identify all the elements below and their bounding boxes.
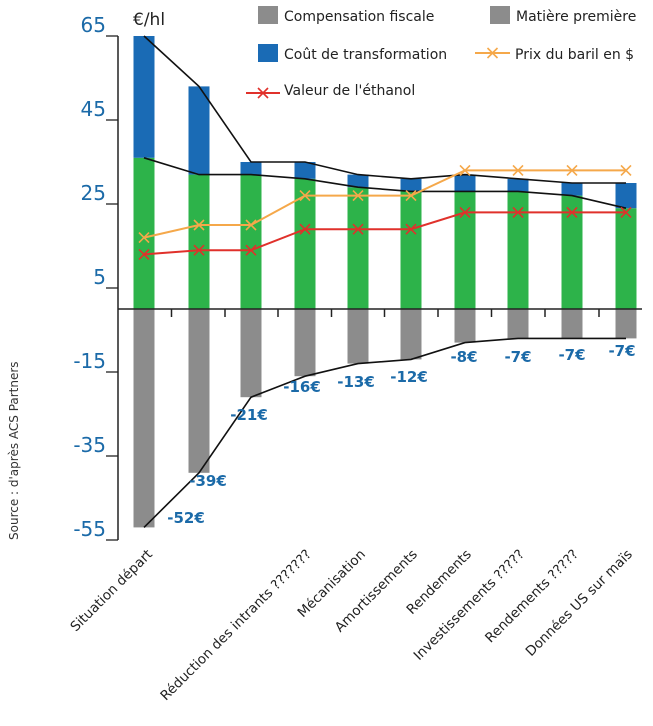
legend-marker-baril xyxy=(486,47,499,59)
data-label: -7€ xyxy=(504,348,531,366)
bar-compensation-fiscale xyxy=(240,309,262,398)
legend: Compensation fiscale Matière première Coût… xyxy=(246,6,636,99)
axes-layer: 65 45 25 5 -15 -35 -55 xyxy=(73,13,642,541)
category-label: Réduction des intrants ??????? xyxy=(157,547,314,704)
bar-matiere-premiere xyxy=(347,187,369,309)
bar-cout-transformation xyxy=(294,162,316,179)
legend-marker-ethanol xyxy=(257,87,269,99)
bar-cout-transformation xyxy=(347,174,369,188)
ethanol-point xyxy=(193,244,205,256)
bar-matiere-premiere xyxy=(240,174,262,309)
baril-point xyxy=(193,219,205,231)
data-label: -16€ xyxy=(283,378,321,396)
legend-label-matiere: Matière première xyxy=(516,9,636,25)
y-tick-label: -55 xyxy=(73,517,106,541)
bar-matiere-premiere xyxy=(133,157,155,309)
bar-compensation-fiscale xyxy=(188,309,210,473)
y-tick-label: 45 xyxy=(81,97,106,121)
bar-matiere-premiere xyxy=(507,191,529,309)
y-tick-label: 5 xyxy=(93,265,106,289)
ethanol-point xyxy=(566,206,578,218)
legend-swatch-compensation xyxy=(258,6,278,24)
data-label: -7€ xyxy=(608,342,635,360)
bar-cout-transformation xyxy=(561,183,583,196)
bars-layer xyxy=(133,36,637,528)
ethanol-point xyxy=(138,248,150,260)
ethanol-point xyxy=(405,223,417,235)
data-label: -8€ xyxy=(450,348,477,366)
y-tick-label: 25 xyxy=(81,181,106,205)
total-cost-line xyxy=(143,35,626,184)
baril-point xyxy=(352,190,364,202)
ethanol-line xyxy=(143,211,626,256)
compensation-line xyxy=(143,337,626,528)
data-label: -13€ xyxy=(337,373,375,391)
baril-point xyxy=(566,164,578,176)
bar-matiere-premiere xyxy=(615,208,637,309)
baril-line xyxy=(143,169,626,239)
data-label: -12€ xyxy=(390,368,428,386)
ethanol-point xyxy=(459,206,471,218)
bar-cout-transformation xyxy=(615,183,637,209)
ethanol-point xyxy=(620,206,632,218)
baril-point xyxy=(299,190,311,202)
bar-compensation-fiscale xyxy=(454,309,476,343)
unit-label: €/hl xyxy=(133,10,165,30)
ethanol-point xyxy=(245,244,257,256)
baril-point xyxy=(405,190,417,202)
y-tick-label: -35 xyxy=(73,433,106,457)
y-tick-label: 65 xyxy=(81,13,106,37)
bar-cout-transformation xyxy=(454,174,476,192)
bar-compensation-fiscale xyxy=(400,309,422,360)
bar-compensation-fiscale xyxy=(294,309,316,377)
bar-compensation-fiscale xyxy=(507,309,529,339)
bar-compensation-fiscale xyxy=(561,309,583,339)
bar-matiere-premiere xyxy=(188,174,210,309)
bar-cout-transformation xyxy=(507,178,529,192)
bar-matiere-premiere xyxy=(294,178,316,309)
legend-label-ethanol: Valeur de l'éthanol xyxy=(284,83,415,99)
matiere-line xyxy=(143,157,627,209)
category-label: Investissements ????? xyxy=(411,547,528,664)
bar-compensation-fiscale xyxy=(133,309,155,528)
legend-label-compensation: Compensation fiscale xyxy=(284,9,434,25)
bar-compensation-fiscale xyxy=(347,309,369,364)
category-label: Rendements ????? xyxy=(482,547,582,647)
y-tick-label: -15 xyxy=(73,349,106,373)
data-label: -52€ xyxy=(167,509,205,527)
data-label: -21€ xyxy=(230,406,268,424)
data-label: -7€ xyxy=(558,346,585,364)
bar-matiere-premiere xyxy=(400,191,422,309)
source-label: Source : d'après ACS Partners xyxy=(7,361,21,540)
ethanol-point xyxy=(352,223,364,235)
legend-label-baril: Prix du baril en $ xyxy=(515,47,634,63)
baril-point xyxy=(138,232,150,244)
bar-matiere-premiere xyxy=(561,195,583,309)
bar-matiere-premiere xyxy=(454,191,476,309)
lines-layer xyxy=(138,35,632,528)
bar-cout-transformation xyxy=(240,162,262,175)
bar-cout-transformation xyxy=(133,36,155,158)
baril-point xyxy=(459,164,471,176)
bar-cout-transformation xyxy=(188,86,210,175)
data-label: -39€ xyxy=(189,472,227,490)
category-label: Situation départ xyxy=(67,547,155,635)
ethanol-point xyxy=(512,206,524,218)
category-label: Données US sur maïs xyxy=(523,547,636,660)
ethanol-point xyxy=(299,223,311,235)
legend-swatch-matiere xyxy=(490,6,510,24)
legend-label-transformation: Coût de transformation xyxy=(284,47,447,63)
legend-swatch-transformation xyxy=(258,44,278,62)
baril-point xyxy=(512,164,524,176)
bar-compensation-fiscale xyxy=(615,309,637,339)
baril-point xyxy=(620,164,632,176)
bar-cout-transformation xyxy=(400,178,422,192)
baril-point xyxy=(245,219,257,231)
